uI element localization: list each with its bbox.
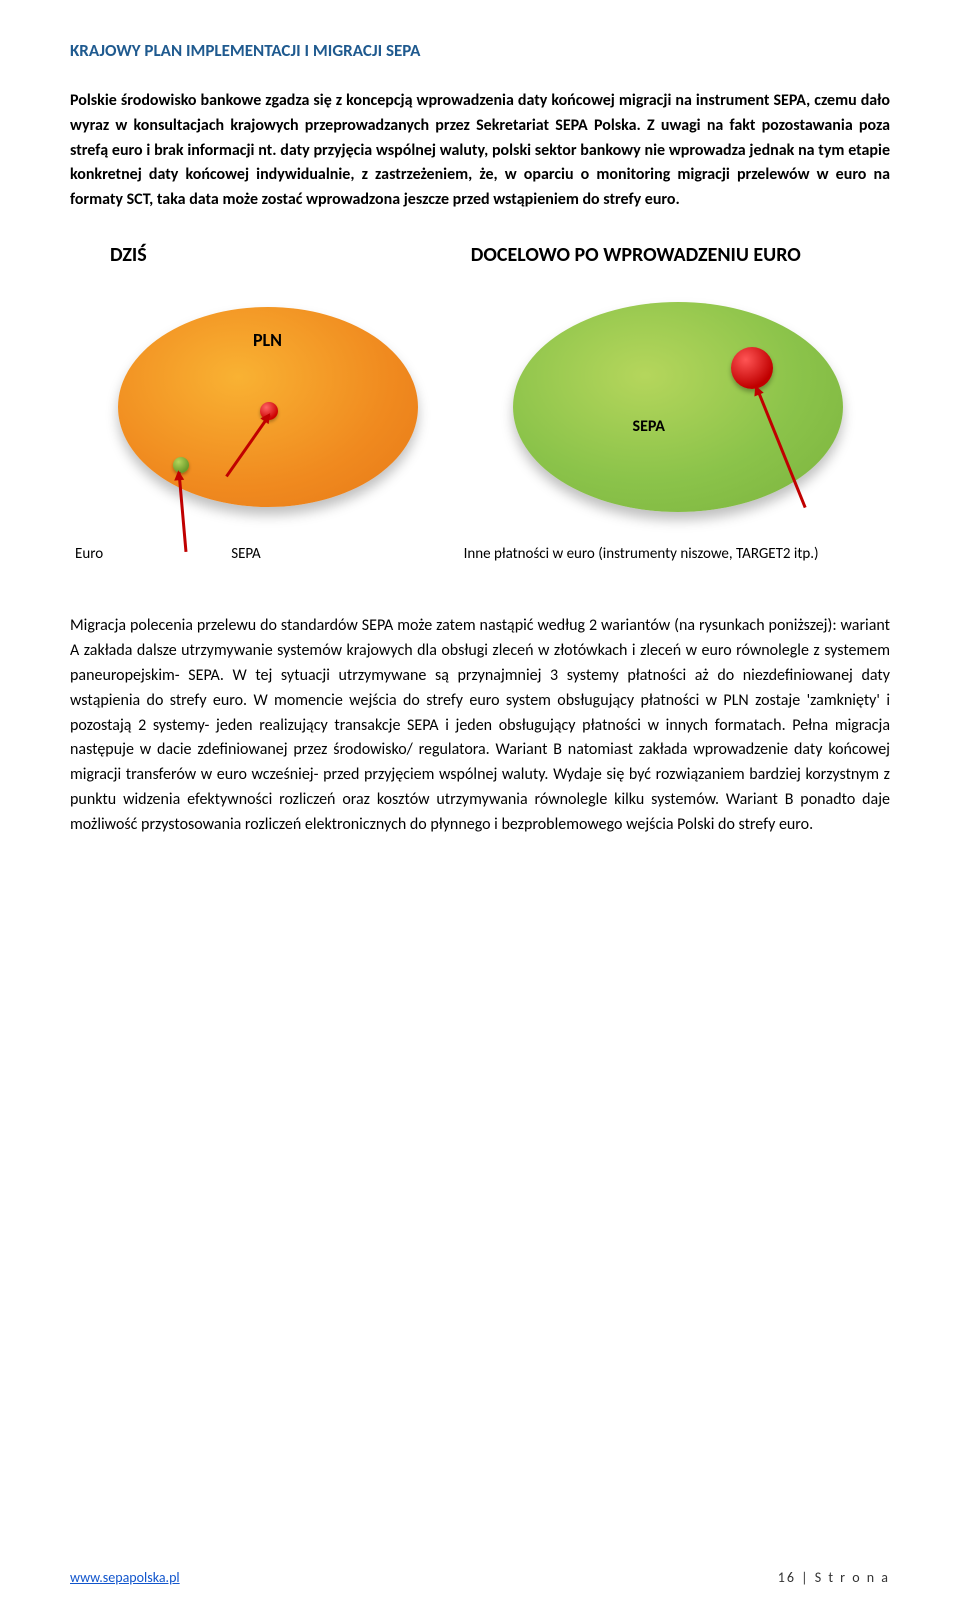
arrow-icon bbox=[225, 414, 270, 477]
caption-euro: Euro bbox=[70, 545, 201, 565]
page-header-title: KRAJOWY PLAN IMPLEMENTACJI I MIGRACJI SE… bbox=[70, 40, 890, 61]
diagram-title-right: DOCELOWO PO WPROWADZENIU EURO bbox=[382, 243, 890, 267]
footer-url: www.sepapolska.pl bbox=[70, 1569, 180, 1586]
caption-other: Inne płatności w euro (instrumenty niszo… bbox=[464, 545, 890, 565]
diagram-container: DZIŚ DOCELOWO PO WPROWADZENIU EURO PLN S… bbox=[70, 243, 890, 565]
green-ellipse: SEPA bbox=[513, 302, 843, 512]
arrow-icon bbox=[177, 472, 187, 552]
paragraph-2: Migracja polecenia przelewu do standardó… bbox=[70, 614, 890, 837]
ellipse-right-container: SEPA bbox=[513, 302, 843, 512]
label-pln: PLN bbox=[253, 329, 282, 351]
orange-ellipse: PLN bbox=[118, 307, 418, 507]
page-footer: www.sepapolska.pl 16 | S t r o n a bbox=[70, 1569, 890, 1586]
red-dot-big-icon bbox=[731, 347, 773, 389]
arrow-icon bbox=[755, 386, 806, 508]
caption-sepa: SEPA bbox=[201, 545, 463, 565]
label-sepa: SEPA bbox=[633, 417, 666, 436]
paragraph-1: Polskie środowisko bankowe zgadza się z … bbox=[70, 89, 890, 213]
footer-page-number: 16 | S t r o n a bbox=[778, 1569, 890, 1586]
diagram-title-left: DZIŚ bbox=[70, 243, 382, 267]
ellipse-left-container: PLN bbox=[118, 307, 418, 507]
